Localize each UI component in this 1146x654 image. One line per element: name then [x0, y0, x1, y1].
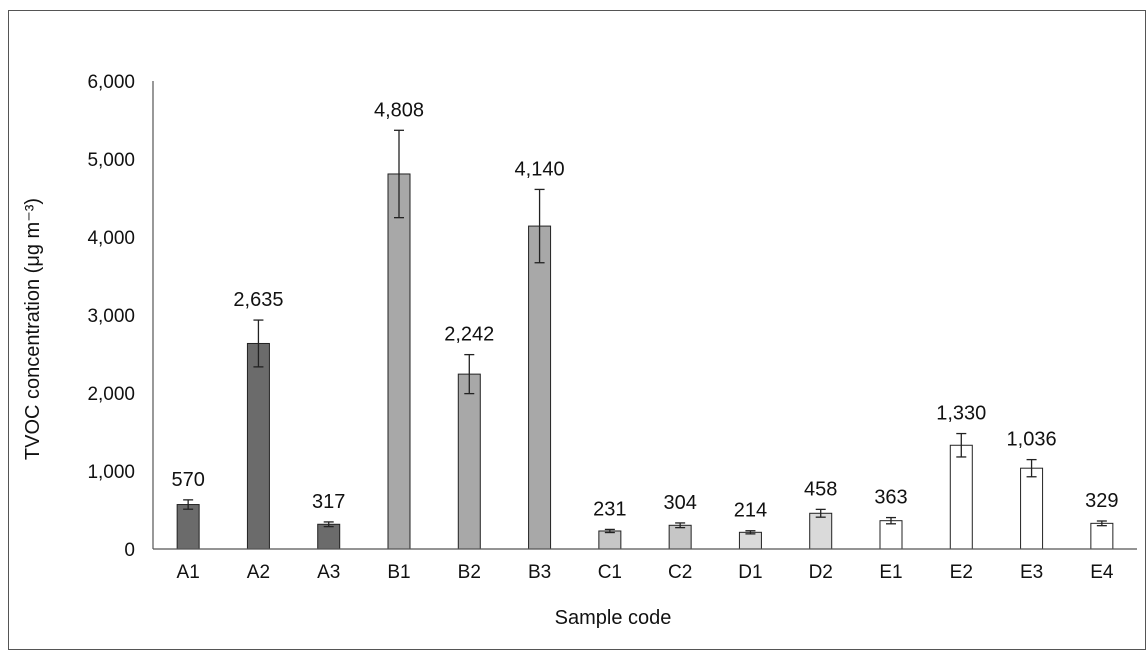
data-label: 231	[593, 498, 626, 520]
bar	[387, 173, 411, 550]
x-tick-label: A2	[247, 562, 270, 583]
error-bar	[253, 319, 264, 368]
bar	[246, 342, 270, 550]
bar	[1090, 522, 1114, 550]
error-bar	[464, 353, 475, 395]
x-tick-label: E1	[879, 562, 902, 583]
x-tick-label: D1	[738, 562, 762, 583]
chart-frame: 0 1,000 2,000 3,000 4,000 5,000 6,000 570 2,635…	[8, 10, 1146, 650]
error-bar	[394, 129, 404, 219]
x-tick-label: C2	[668, 562, 692, 583]
data-label: 304	[663, 492, 696, 514]
x-tick-label: A3	[317, 562, 340, 583]
y-tick-label: 2,000	[87, 384, 135, 405]
bar	[176, 504, 200, 550]
x-tick-label: B1	[387, 562, 410, 583]
y-tick-label: 5,000	[87, 150, 135, 171]
error-bar	[1096, 520, 1107, 527]
y-tick-label: 6,000	[87, 72, 135, 93]
bar	[1020, 467, 1044, 550]
bar	[598, 530, 622, 550]
error-bar	[534, 188, 545, 264]
data-label: 329	[1085, 490, 1118, 512]
bar	[457, 373, 481, 550]
x-tick-label: E2	[950, 562, 973, 583]
data-label: 4,808	[374, 99, 424, 121]
bar	[668, 524, 692, 550]
bar	[809, 512, 833, 550]
data-label: 1,036	[1007, 429, 1057, 451]
bar	[879, 520, 903, 550]
data-label: 317	[312, 491, 345, 513]
bar	[317, 523, 341, 550]
error-bar	[886, 516, 896, 525]
error-bar	[675, 522, 686, 529]
data-label: 2,635	[233, 289, 283, 311]
error-bar	[745, 530, 756, 535]
data-label: 2,242	[444, 324, 494, 346]
y-axis-title: TVOC concentration (μg m⁻³)	[22, 198, 44, 460]
data-label: 214	[734, 500, 767, 522]
bar	[738, 531, 762, 550]
x-axis: A1 A2 A3 B1 B2 B3 C1 C2 D1 D2 E1 E2 E3 E4	[153, 548, 1137, 583]
x-tick-label: E4	[1090, 562, 1114, 583]
y-tick-label: 0	[124, 540, 135, 561]
x-tick-label: A1	[177, 562, 200, 583]
y-tick-label: 4,000	[87, 228, 135, 249]
bar	[528, 225, 552, 550]
x-tick-label: D2	[809, 562, 833, 583]
error-bar	[956, 432, 967, 458]
data-label: 570	[171, 469, 204, 491]
y-tick-label: 3,000	[87, 306, 135, 327]
data-label: 1,330	[936, 403, 986, 425]
x-tick-label: B3	[528, 562, 551, 583]
data-label: 458	[804, 478, 837, 500]
error-bar	[323, 521, 334, 528]
error-bar	[604, 528, 615, 534]
data-label: 363	[874, 487, 907, 509]
x-axis-title: Sample code	[555, 607, 672, 629]
y-axis: 0 1,000 2,000 3,000 4,000 5,000 6,000	[87, 72, 154, 561]
error-bar	[183, 499, 194, 510]
x-tick-label: E3	[1020, 562, 1043, 583]
error-bar	[815, 508, 826, 518]
y-tick-label: 1,000	[87, 462, 135, 483]
bar	[949, 444, 973, 550]
x-tick-label: B2	[458, 562, 481, 583]
data-label: 4,140	[515, 158, 565, 180]
error-bars	[183, 129, 1107, 535]
data-labels: 570 2,635 317 4,808 2,242 4,140 231 304 214 458 36…	[171, 99, 1118, 521]
bar-chart: 0 1,000 2,000 3,000 4,000 5,000 6,000 570 2,635…	[22, 72, 1137, 629]
x-tick-label: C1	[598, 562, 622, 583]
error-bar	[1026, 458, 1037, 478]
